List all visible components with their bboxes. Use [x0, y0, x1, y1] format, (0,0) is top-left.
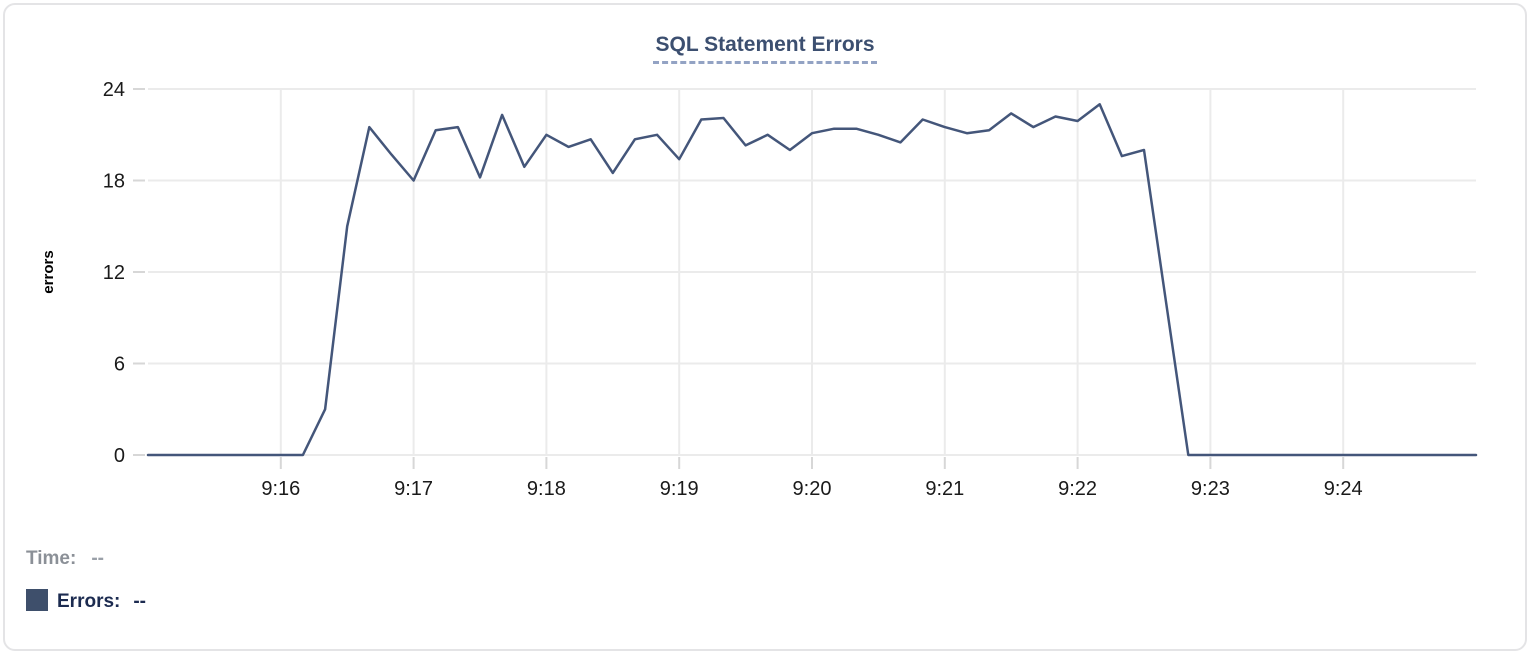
chart-title-link[interactable]: SQL Statement Errors — [653, 33, 877, 64]
errors-series-line — [146, 103, 1478, 457]
tick-labels: 0 6 12 18 24 9:16 9:17 9:18 9:19 9:20 9:21 9:22 9:23… — [103, 79, 1363, 500]
svg-text:9:21: 9:21 — [925, 478, 964, 500]
svg-text:9:20: 9:20 — [793, 478, 832, 500]
svg-text:12: 12 — [103, 262, 125, 284]
svg-text:9:16: 9:16 — [261, 478, 300, 500]
time-value: -- — [91, 548, 104, 569]
errors-series-swatch-icon — [26, 589, 48, 611]
svg-text:9:19: 9:19 — [660, 478, 699, 500]
tooltip-time-row: Time: -- — [26, 548, 104, 570]
svg-text:9:22: 9:22 — [1058, 478, 1097, 500]
errors-value: -- — [133, 591, 147, 612]
chart-card: SQL Statement Errors 0 6 12 18 24 9:16 9:17 9:1… — [3, 3, 1527, 651]
svg-text:18: 18 — [103, 171, 125, 193]
svg-text:0: 0 — [114, 445, 125, 467]
legend-errors-row[interactable]: Errors: -- — [26, 589, 146, 613]
svg-text:9:18: 9:18 — [527, 478, 566, 500]
svg-text:6: 6 — [114, 354, 125, 376]
chart-header: SQL Statement Errors — [5, 33, 1525, 64]
gridlines — [148, 88, 1476, 456]
errors-line-chart[interactable]: 0 6 12 18 24 9:16 9:17 9:18 9:19 9:20 9:21 9:22 9:23… — [5, 5, 1527, 525]
errors-label: Errors: — [57, 591, 121, 612]
y-axis-label: errors — [40, 250, 57, 293]
svg-text:24: 24 — [103, 79, 125, 101]
svg-text:9:17: 9:17 — [394, 478, 433, 500]
svg-text:9:24: 9:24 — [1324, 478, 1363, 500]
tick-marks — [133, 88, 1345, 469]
time-label: Time: — [26, 548, 77, 569]
svg-text:9:23: 9:23 — [1191, 478, 1230, 500]
